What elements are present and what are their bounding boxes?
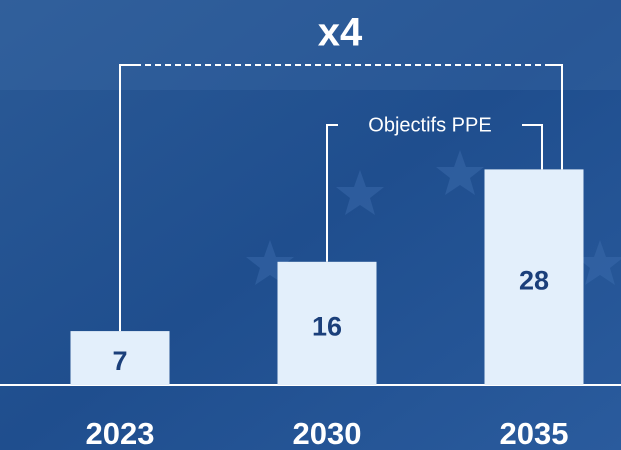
value-label: 28 bbox=[519, 265, 549, 295]
bar bbox=[70, 331, 170, 385]
multiplier-label: x4 bbox=[318, 11, 363, 55]
annotation: Objectifs PPE bbox=[368, 114, 491, 136]
background-band bbox=[0, 0, 621, 90]
bracket bbox=[326, 124, 338, 262]
bar bbox=[484, 169, 584, 385]
bracket bbox=[522, 124, 543, 170]
value-label: 16 bbox=[312, 312, 342, 342]
bracket bbox=[548, 64, 563, 170]
bar bbox=[277, 261, 377, 385]
x-tick-label: 2035 bbox=[500, 416, 569, 450]
stars bbox=[246, 150, 621, 285]
x-tick-label: 2030 bbox=[293, 416, 362, 450]
x-tick-label: 2023 bbox=[86, 416, 155, 450]
value-label: 7 bbox=[112, 346, 127, 376]
bracket bbox=[119, 64, 135, 332]
